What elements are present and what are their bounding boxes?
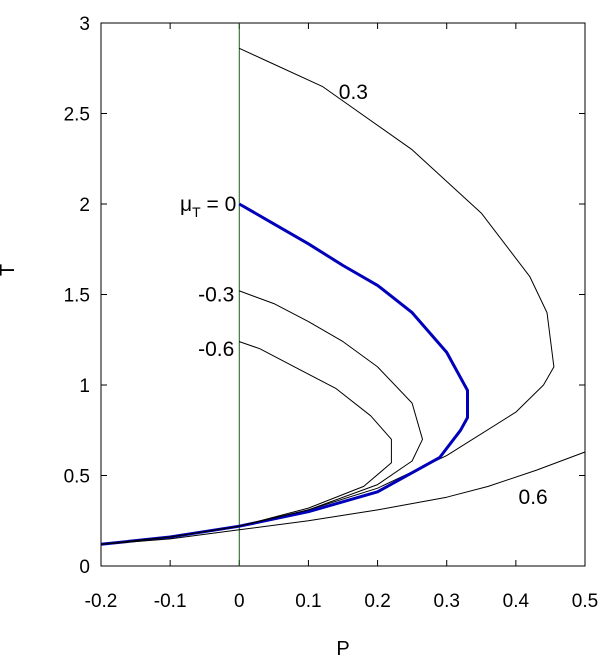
curve-label: 0.3 <box>339 81 368 104</box>
y-tick-label: 0.5 <box>64 467 90 488</box>
y-tick-label: 2.5 <box>64 105 90 126</box>
curve-label: 0.6 <box>519 486 548 509</box>
x-tick-label: 0.5 <box>572 591 598 612</box>
x-tick-label: -0.2 <box>85 591 118 612</box>
x-tick-label: -0.1 <box>154 591 187 612</box>
y-tick-label: 3 <box>79 14 90 35</box>
x-tick-label: 0.4 <box>503 591 530 612</box>
x-tick-label: 0.3 <box>434 591 460 612</box>
plot-frame <box>100 22 586 567</box>
x-tick-label: 0.1 <box>295 591 321 612</box>
series-line-1 <box>100 202 469 546</box>
y-tick-label: 0 <box>79 557 90 578</box>
y-tick-label: 2 <box>79 195 90 216</box>
x-tick-label: 0 <box>234 591 245 612</box>
mu-curve-label: μT = 0 <box>180 193 236 220</box>
y-axis-label: T <box>0 264 19 276</box>
y-tick-label: 1 <box>79 376 90 397</box>
series-line-3 <box>100 341 392 545</box>
mu-symbol: μ <box>180 193 192 216</box>
x-tick-label: 0.2 <box>364 591 390 612</box>
mu-value: = 0 <box>201 193 237 216</box>
series-line-4 <box>100 451 586 545</box>
curve-label: -0.6 <box>198 338 234 361</box>
y-tick-label: 1.5 <box>64 286 90 307</box>
mu-subscript: T <box>192 204 201 220</box>
series-line-2 <box>100 290 423 545</box>
series-line-0 <box>100 47 555 545</box>
x-axis-label: P <box>336 638 349 660</box>
curve-label: -0.3 <box>198 284 234 307</box>
